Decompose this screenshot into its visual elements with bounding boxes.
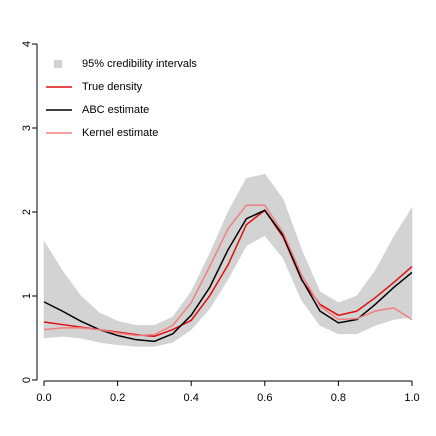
credibility-band (301, 249, 321, 327)
legend-label: 95% credibility intervals (82, 58, 197, 70)
credibility-band (282, 199, 302, 301)
credibility-band (393, 206, 413, 320)
credibility-band (264, 173, 284, 260)
y-tick-label: 0 (21, 377, 33, 383)
credibility-band (356, 269, 376, 335)
x-tick-label: 0.6 (257, 392, 272, 404)
credibility-band (80, 295, 100, 343)
line (43, 204, 413, 337)
y-tick-label: 2 (21, 209, 33, 215)
legend-label: Kernel estimate (82, 127, 158, 139)
legend-swatch (54, 60, 62, 68)
line (43, 209, 413, 343)
credibility-band (227, 178, 247, 280)
credibility-band (374, 237, 394, 326)
y-tick-label: 1 (21, 293, 33, 299)
credibility-band (98, 312, 118, 346)
x-tick-label: 0.8 (331, 392, 346, 404)
credibility-band (246, 173, 266, 247)
x-tick-label: 0.4 (184, 392, 199, 404)
x-tick-label: 0.0 (36, 392, 51, 404)
credibility-band (154, 316, 174, 347)
x-tick-label: 1.0 (404, 392, 419, 404)
legend-label: True density (82, 81, 143, 93)
y-tick-label: 4 (21, 41, 33, 47)
x-tick-label: 0.2 (110, 392, 125, 404)
legend-label: ABC estimate (82, 104, 149, 116)
y-tick-label: 3 (21, 125, 33, 131)
credibility-band (172, 290, 192, 343)
